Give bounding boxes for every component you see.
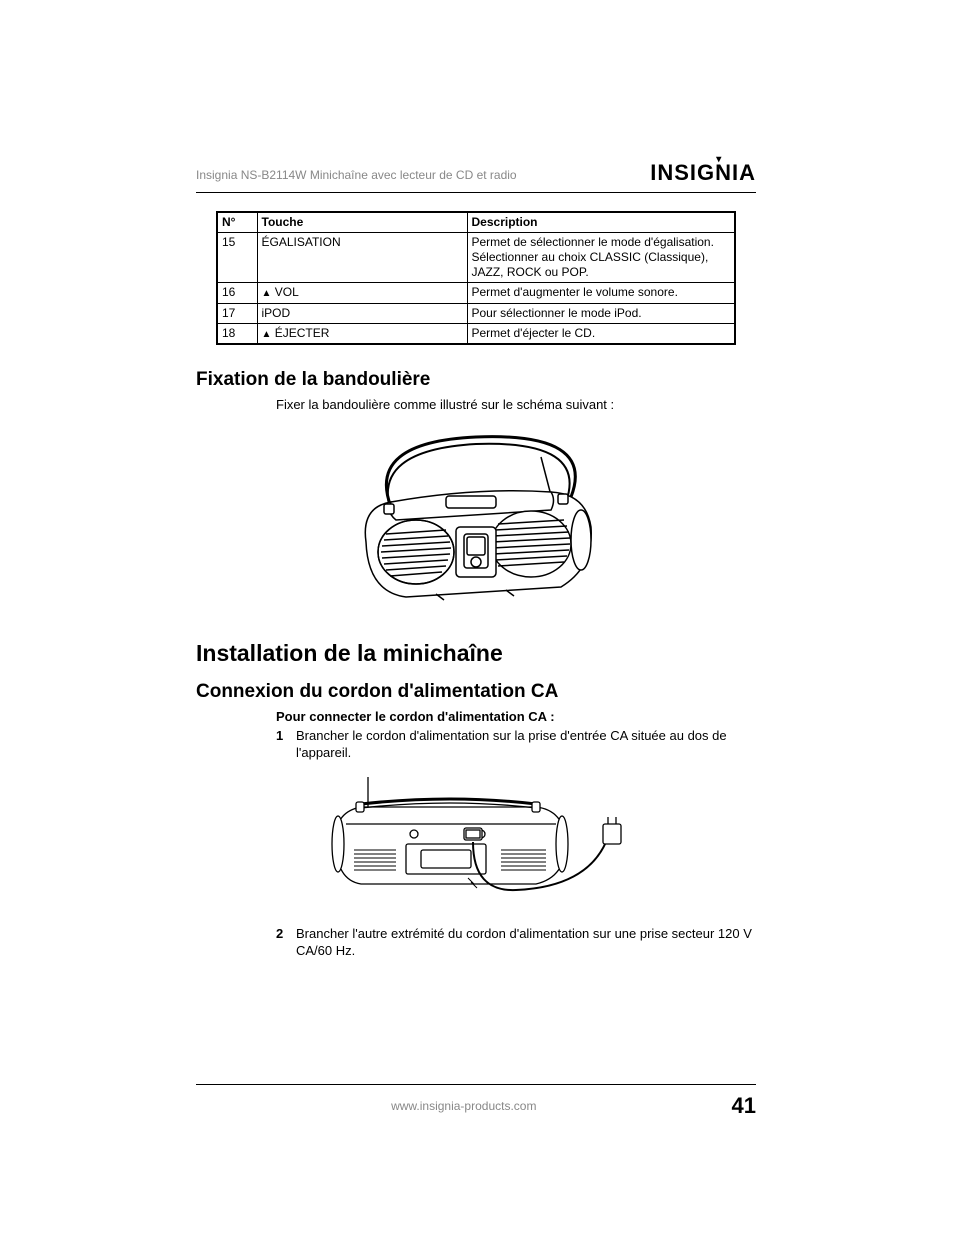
step-item: 1 Brancher le cordon d'alimentation sur … [276, 728, 756, 762]
power-steps-list: 1 Brancher le cordon d'alimentation sur … [276, 728, 756, 762]
strap-instruction-text: Fixer la bandoulière comme illustré sur … [276, 397, 756, 412]
step-number: 2 [276, 926, 296, 960]
cell-desc: Permet de sélectionner le mode d'égalisa… [467, 233, 735, 283]
page-header: Insignia NS-B2114W Minichaîne avec lecte… [196, 160, 756, 193]
cell-num: 16 [217, 283, 257, 304]
step-item: 2 Brancher l'autre extrémité du cordon d… [276, 926, 756, 960]
boombox-strap-illustration [336, 422, 616, 622]
cell-num: 17 [217, 303, 257, 323]
controls-table: N° Touche Description 15 ÉGALISATION Per… [216, 211, 736, 345]
cell-touch: iPOD [257, 303, 467, 323]
brand-text: INSIGNIA [650, 160, 756, 185]
section-heading-power: Connexion du cordon d'alimentation CA [196, 681, 756, 703]
col-header-desc: Description [467, 212, 735, 233]
page-number: 41 [732, 1093, 756, 1119]
footer-url: www.insignia-products.com [196, 1099, 732, 1113]
power-intro-text: Pour connecter le cordon d'alimentation … [276, 709, 756, 724]
up-triangle-icon: ▲ [262, 288, 272, 299]
brand-logo: ▾ INSIGNIA [650, 160, 756, 186]
section-heading-install: Installation de la minichaîne [196, 640, 756, 667]
product-line-text: Insignia NS-B2114W Minichaîne avec lecte… [196, 168, 517, 186]
table-row: 15 ÉGALISATION Permet de sélectionner le… [217, 233, 735, 283]
cell-desc: Pour sélectionner le mode iPod. [467, 303, 735, 323]
page-content: Insignia NS-B2114W Minichaîne avec lecte… [196, 160, 756, 964]
col-header-num: N° [217, 212, 257, 233]
eject-icon: ▲ [262, 329, 272, 340]
section-heading-strap: Fixation de la bandoulière [196, 369, 756, 391]
step-number: 1 [276, 728, 296, 762]
cell-desc: Permet d'augmenter le volume sonore. [467, 283, 735, 304]
table-header-row: N° Touche Description [217, 212, 735, 233]
col-header-touch: Touche [257, 212, 467, 233]
step-text: Brancher l'autre extrémité du cordon d'a… [296, 926, 756, 960]
cell-num: 15 [217, 233, 257, 283]
table-row: 18 ▲ ÉJECTER Permet d'éjecter le CD. [217, 323, 735, 344]
cell-touch: ▲ ÉJECTER [257, 323, 467, 344]
cell-desc: Permet d'éjecter le CD. [467, 323, 735, 344]
table-row: 17 iPOD Pour sélectionner le mode iPod. [217, 303, 735, 323]
brand-accent-icon: ▾ [716, 154, 722, 165]
page-footer: www.insignia-products.com 41 [196, 1084, 756, 1119]
cell-touch: ▲ VOL [257, 283, 467, 304]
step-text: Brancher le cordon d'alimentation sur la… [296, 728, 756, 762]
boombox-rear-illustration [306, 772, 646, 912]
table-row: 16 ▲ VOL Permet d'augmenter le volume so… [217, 283, 735, 304]
cell-touch: ÉGALISATION [257, 233, 467, 283]
power-steps-list-2: 2 Brancher l'autre extrémité du cordon d… [276, 926, 756, 960]
cell-num: 18 [217, 323, 257, 344]
